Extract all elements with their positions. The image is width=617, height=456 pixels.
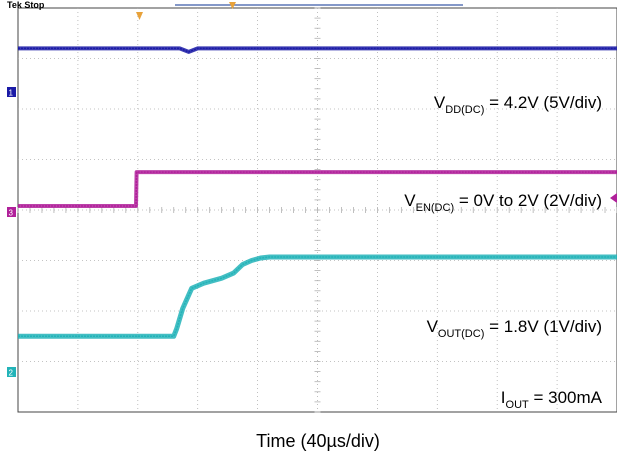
- channel-2-marker: 2: [7, 367, 16, 378]
- vout-trace-core: [18, 256, 617, 338]
- scope-status: Tek Stop: [7, 0, 45, 10]
- vout-label: VOUT(DC) = 1.8V (1V/div): [427, 317, 602, 340]
- vdd-label: VDD(DC) = 4.2V (5V/div): [434, 93, 602, 116]
- vdd-trace-core: [18, 47, 617, 53]
- svg-text:3: 3: [9, 209, 14, 218]
- center-marker: [229, 2, 236, 9]
- svg-text:2: 2: [9, 369, 14, 378]
- graticule: [17, 7, 617, 413]
- trigger-level-marker: [610, 193, 617, 203]
- ven-trace-core: [18, 171, 617, 207]
- waveform-traces: [18, 46, 617, 339]
- ven-label: VEN(DC) = 0V to 2V (2V/div): [404, 191, 602, 214]
- iout-label: IOUT = 300mA: [501, 388, 603, 411]
- x-axis-label: Time (40µs/div): [256, 431, 380, 451]
- trigger-position-marker: [136, 12, 143, 20]
- channel-3-marker: 3: [7, 207, 16, 218]
- channel-1-marker: 1: [7, 87, 16, 98]
- svg-text:1: 1: [9, 89, 14, 98]
